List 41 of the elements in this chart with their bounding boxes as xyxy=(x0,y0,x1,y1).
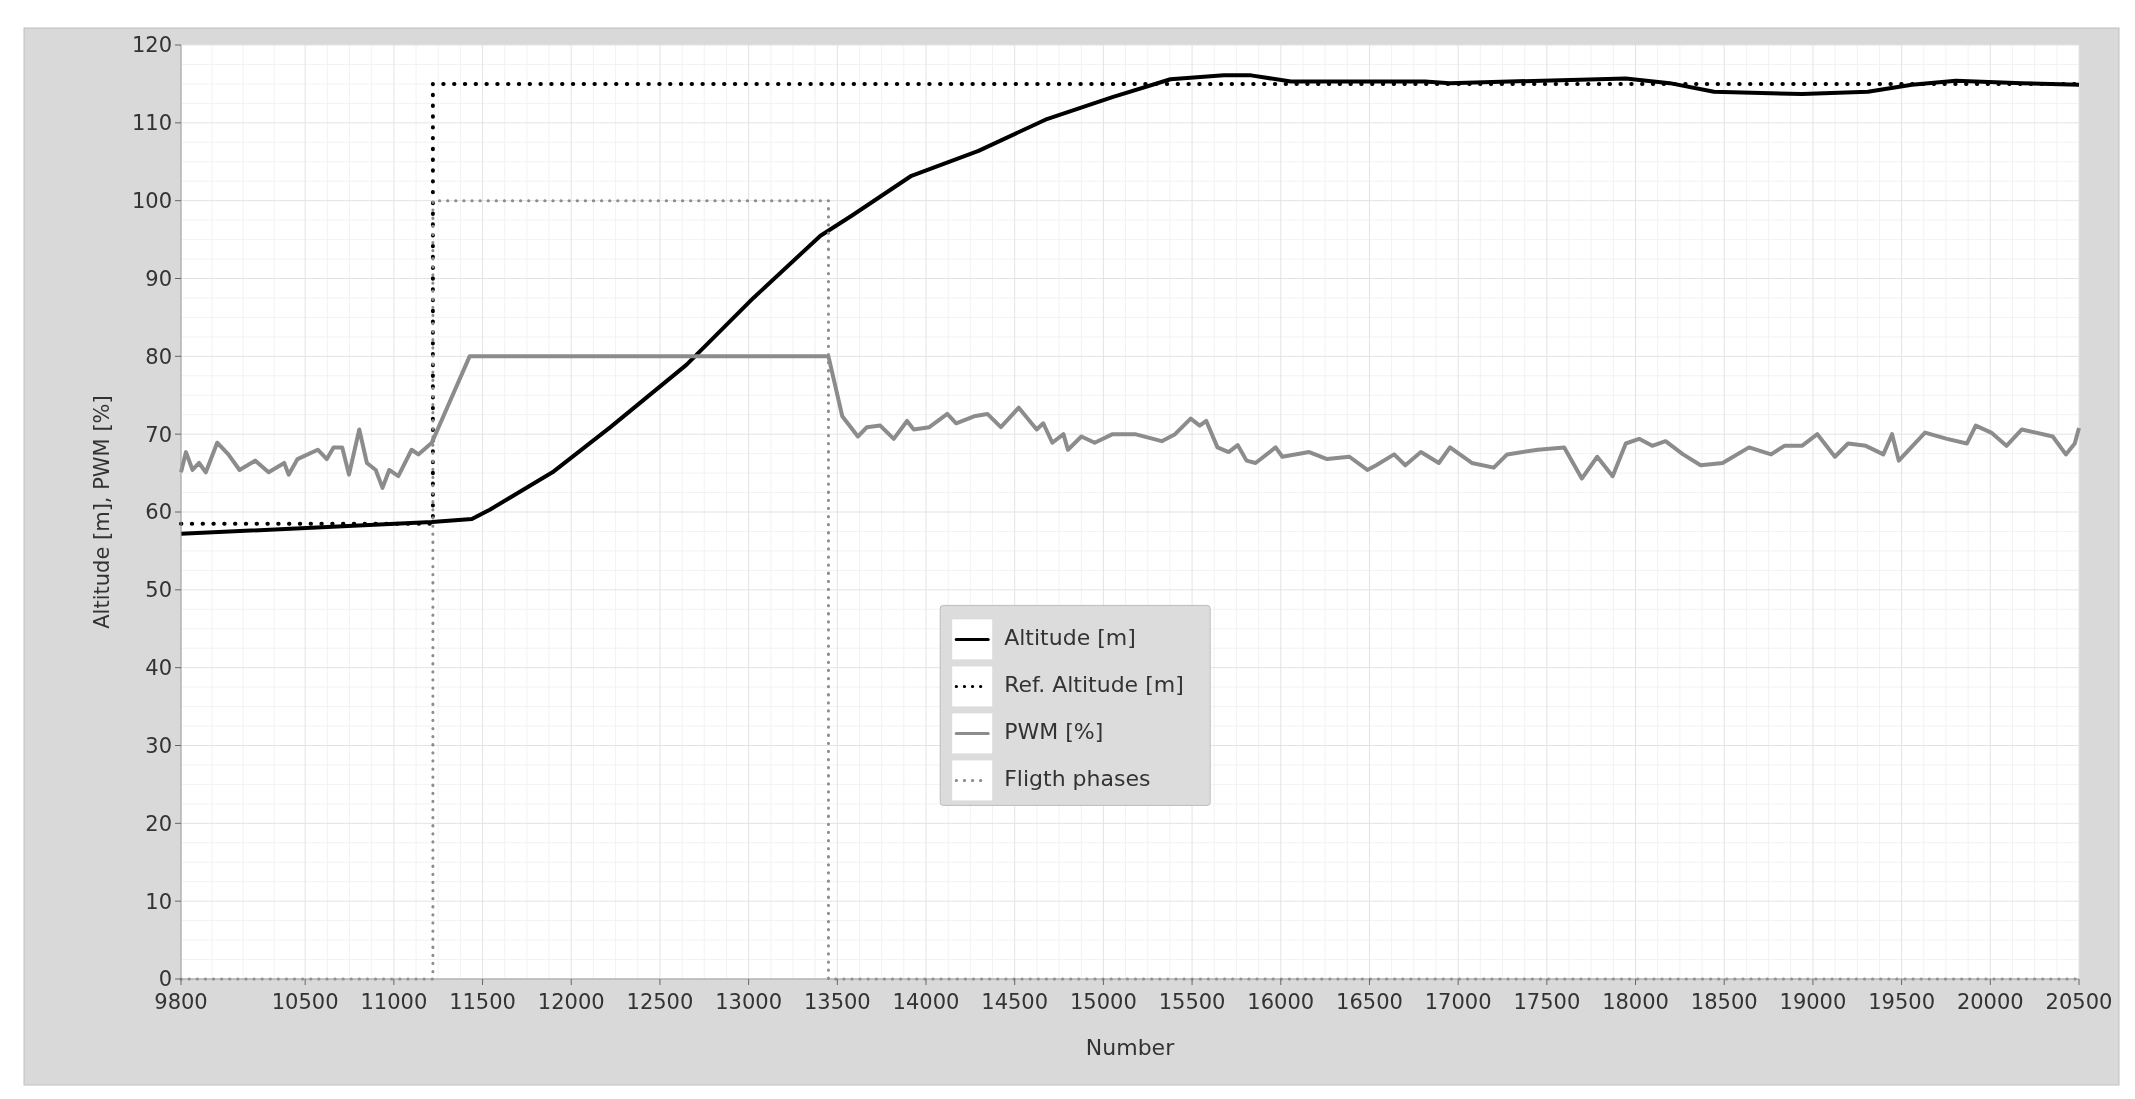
x-tick-label: 15500 xyxy=(1158,990,1226,1014)
x-tick-label: 17500 xyxy=(1513,990,1581,1014)
x-tick-label: 13000 xyxy=(715,990,783,1014)
y-tick-label: 50 xyxy=(145,578,172,603)
x-tick-label: 14000 xyxy=(892,990,960,1014)
y-tick-label: 70 xyxy=(145,422,172,447)
x-axis-title: Number xyxy=(1085,1035,1176,1060)
y-tick-label: 80 xyxy=(145,344,172,369)
x-tick-label: 20000 xyxy=(1956,990,2024,1014)
x-tick-label: 15000 xyxy=(1069,990,1137,1014)
x-tick-label: 17000 xyxy=(1424,990,1492,1014)
x-tick-label: 10500 xyxy=(271,990,339,1014)
y-tick-label: 40 xyxy=(145,656,172,681)
x-tick-label: 20500 xyxy=(2045,990,2113,1014)
x-tick-label: 16500 xyxy=(1336,990,1403,1014)
legend-label: Fligth phases xyxy=(1004,766,1151,792)
x-tick-label: 16000 xyxy=(1247,990,1315,1014)
y-tick-label: 110 xyxy=(131,111,172,136)
y-tick-label: 100 xyxy=(131,189,172,214)
y-tick-label: 10 xyxy=(145,889,172,914)
y-tick-label: 90 xyxy=(145,266,172,291)
x-tick-label: 14500 xyxy=(981,990,1049,1014)
y-axis-title: Altitude [m], PWM [%] xyxy=(90,395,114,629)
x-tick-label: 18500 xyxy=(1690,990,1758,1014)
legend-label: PWM [%] xyxy=(1004,719,1104,745)
x-tick-label: 13500 xyxy=(803,990,871,1014)
x-tick-label: 11500 xyxy=(449,990,516,1014)
x-tick-label: 19500 xyxy=(1868,990,1936,1014)
x-tick-label: 19000 xyxy=(1779,990,1847,1014)
legend-label: Ref. Altitude [m] xyxy=(1004,672,1184,698)
x-tick-label: 18000 xyxy=(1602,990,1669,1014)
x-tick-label: 11000 xyxy=(360,990,428,1014)
y-tick-label: 20 xyxy=(145,811,172,836)
legend-label: Altitude [m] xyxy=(1004,625,1136,651)
y-tick-label: 30 xyxy=(145,733,172,758)
x-tick-label: 9800 xyxy=(154,990,208,1014)
x-tick-label: 12500 xyxy=(626,990,694,1014)
y-tick-label: 60 xyxy=(145,500,172,525)
y-tick-label: 120 xyxy=(131,33,172,58)
y-tick-label: 0 xyxy=(158,967,172,992)
x-tick-label: 12000 xyxy=(537,990,605,1014)
